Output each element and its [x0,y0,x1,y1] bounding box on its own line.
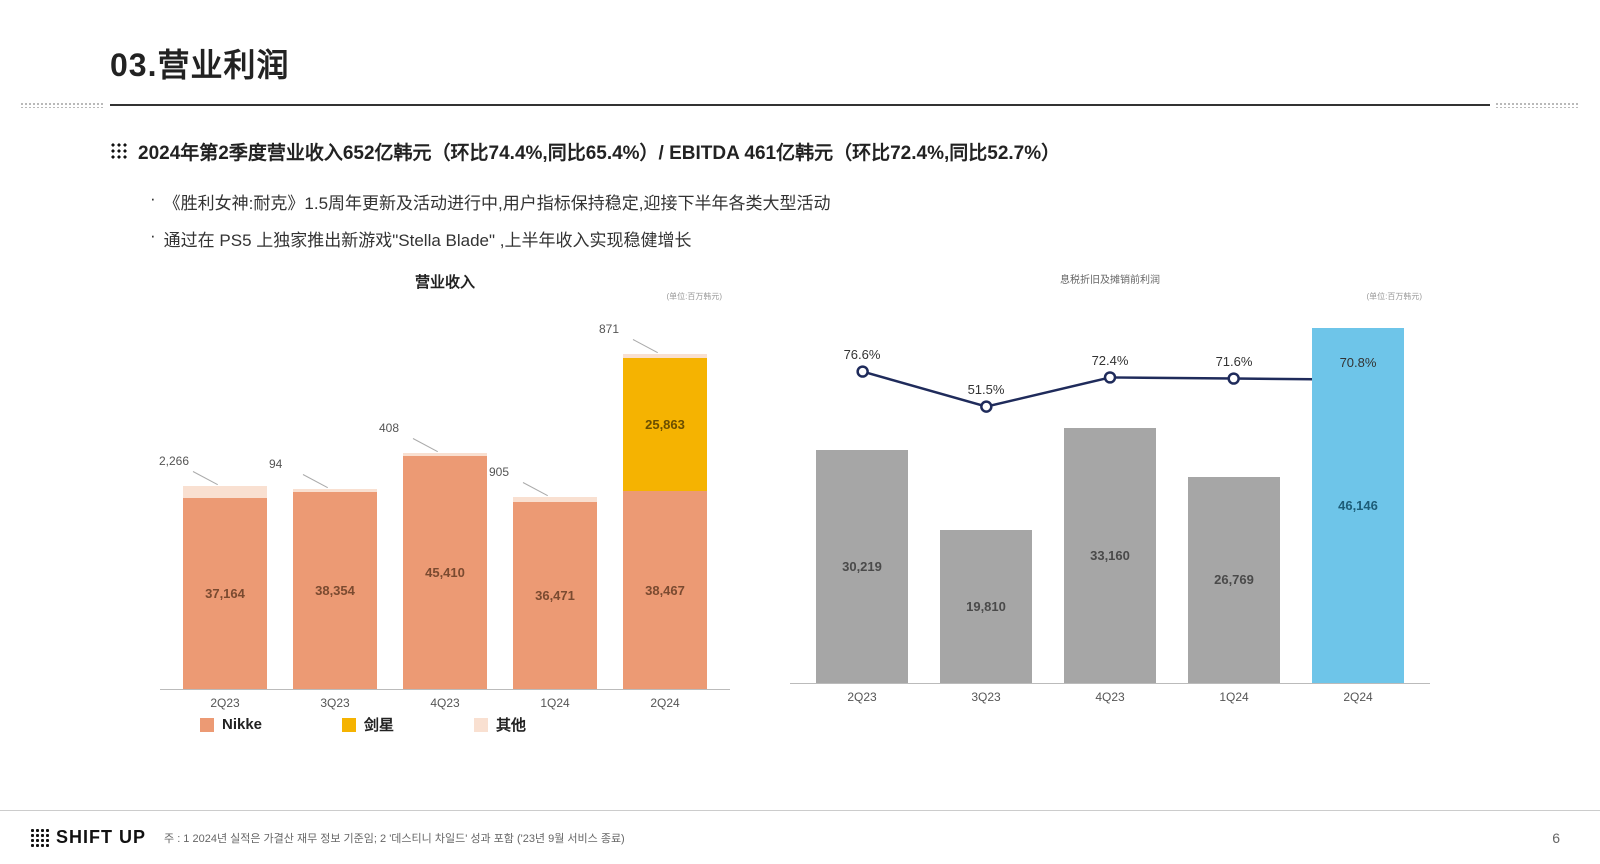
legend-label: Nikke [222,716,262,733]
bar-value-label: 36,471 [535,588,575,603]
bar-column: 45,410408 [403,453,487,689]
charts-row: 营业收入 (单位:百万韩元) 37,1642,26638,3549445,410… [110,271,1490,711]
bar-column: 46,146 [1312,328,1404,683]
bar-value-label: 38,467 [645,583,685,598]
legend-item: Nikke [200,714,262,735]
legend-item: 其他 [474,714,526,735]
chart1-xaxis: 2Q23 3Q23 4Q23 1Q24 2Q24 [160,690,730,710]
xaxis-label: 1Q24 [1188,690,1280,704]
bar-column: 37,1642,266 [183,486,267,689]
xaxis-label: 4Q23 [403,696,487,710]
ebitda-chart: 息税折旧及摊销前利润 (单位:百万韩元) 30,21919,81033,1602… [790,271,1430,711]
ebitda-bar: 19,810 [940,530,1032,683]
legend-swatch [474,718,488,732]
chart1-plot: 37,1642,26638,3549445,41040836,47190525,… [160,320,730,690]
bar-column: 38,35494 [293,489,377,689]
bar-column: 26,769 [1188,477,1280,683]
company-logo: SHIFT UP [30,827,146,848]
legend-label: 剑星 [364,714,394,735]
summary-block: 2024年第2季度营业收入652亿韩元（环比74.4%,同比65.4%）/ EB… [110,138,1490,251]
bar-column: 36,471905 [513,497,597,689]
xaxis-label: 2Q24 [1312,690,1404,704]
chart2-plot: 30,219 19,810 33,160 26,769 46,146 76.6% 51.5… [790,299,1430,684]
bullet-dot: · [150,226,156,251]
bar-value-label: 37,164 [205,586,245,601]
bar-seg-stella: 25,863 [623,358,707,491]
chart1-title: 营业收入 [160,271,730,292]
bar-value-label: 30,219 [842,559,882,574]
pct-label: 71.6% [1216,354,1253,369]
chart1-unit: (单位:百万韩元) [666,291,722,302]
bar-value-label: 45,410 [425,565,465,580]
page-number: 6 [1552,830,1560,846]
pct-label: 51.5% [968,382,1005,397]
bar-column: 25,86338,467871 [623,354,707,689]
bar-seg-nikke: 45,410 [403,456,487,689]
callout-leader [413,438,438,452]
bar-value-label: 33,160 [1090,548,1130,563]
chart1-legend: Nikke 剑星 其他 [160,714,730,735]
ebitda-bar: 33,160 [1064,428,1156,683]
callout-leader [523,482,548,496]
bar-seg-nikke: 38,467 [623,491,707,689]
bullet-dot: · [150,189,156,214]
bar-value-label: 25,863 [645,417,685,432]
pct-label: 72.4% [1092,353,1129,368]
ebitda-bar: 30,219 [816,450,908,683]
callout-label: 94 [269,457,282,471]
callout-leader [193,471,218,485]
xaxis-label: 2Q23 [183,696,267,710]
summary-text: 2024年第2季度营业收入652亿韩元（环比74.4%,同比65.4%）/ EB… [138,138,1060,165]
legend-item: 剑星 [342,714,394,735]
revenue-chart: 营业收入 (单位:百万韩元) 37,1642,26638,3549445,410… [160,271,730,711]
bullet-1: 《胜利女神:耐克》1.5周年更新及活动进行中,用户指标保持稳定,迎接下半年各类大… [164,189,831,214]
bar-seg-nikke: 38,354 [293,492,377,689]
ebitda-bar: 26,769 [1188,477,1280,683]
bar-value-label: 26,769 [1214,572,1254,587]
slide-footer: SHIFT UP 주 : 1 2024년 실적은 가결산 재무 정보 기준임; … [0,810,1600,864]
callout-label: 871 [599,322,619,336]
title-rule [110,104,1490,106]
xaxis-label: 2Q23 [816,690,908,704]
logo-checker-icon [30,828,50,848]
bar-value-label: 19,810 [966,599,1006,614]
bar-column: 19,810 [940,530,1032,683]
xaxis-label: 1Q24 [513,696,597,710]
xaxis-label: 3Q23 [293,696,377,710]
chart2-xaxis: 2Q23 3Q23 4Q23 1Q24 2Q24 [790,684,1430,704]
slide-title: 03.营业利润 [110,40,1490,86]
logo-text: SHIFT UP [56,827,146,848]
bar-seg-nikke: 36,471 [513,502,597,689]
legend-label: 其他 [496,714,526,735]
xaxis-label: 4Q23 [1064,690,1156,704]
xaxis-label: 2Q24 [623,696,707,710]
chart2-title: 息税折旧及摊销前利润 [790,271,1430,286]
bar-column: 30,219 [816,450,908,683]
bar-value-label: 38,354 [315,583,355,598]
pct-label: 76.6% [844,347,881,362]
bullet-2: 通过在 PS5 上独家推出新游戏"Stella Blade" ,上半年收入实现稳… [164,226,692,251]
checker-icon [110,142,128,160]
bullet-list: · 《胜利女神:耐克》1.5周年更新及活动进行中,用户指标保持稳定,迎接下半年各… [150,189,1490,251]
legend-swatch [342,718,356,732]
slide-page: 03.营业利润 2024年第2季度营业收入652亿韩元（环比74.4%,同比65… [0,0,1600,864]
pct-label: 70.8% [1340,355,1377,370]
bar-value-label: 46,146 [1338,498,1378,513]
bar-seg-other [183,486,267,498]
callout-label: 905 [489,465,509,479]
ebitda-bar: 46,146 [1312,328,1404,683]
bar-seg-nikke: 37,164 [183,498,267,689]
callout-leader [633,339,658,353]
callout-label: 2,266 [159,454,189,468]
xaxis-label: 3Q23 [940,690,1032,704]
footnote: 주 : 1 2024년 실적은 가결산 재무 정보 기준임; 2 '데스티니 차… [164,830,625,846]
legend-swatch [200,718,214,732]
callout-label: 408 [379,421,399,435]
bar-column: 33,160 [1064,428,1156,683]
callout-leader [303,474,328,488]
